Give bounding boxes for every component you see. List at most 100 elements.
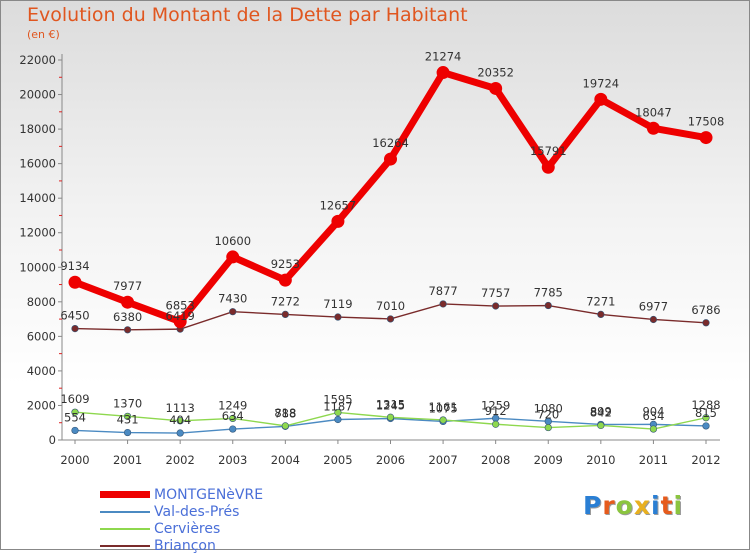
data-point bbox=[71, 426, 79, 435]
data-label: 788 bbox=[274, 406, 296, 420]
chart-title: Evolution du Montant de la Dette par Hab… bbox=[27, 4, 468, 26]
legend-swatch bbox=[100, 510, 150, 513]
data-label: 19724 bbox=[583, 76, 620, 90]
data-point bbox=[229, 308, 237, 316]
y-tick-label: 4000 bbox=[27, 364, 56, 378]
data-label: 7757 bbox=[481, 286, 510, 300]
data-point bbox=[492, 420, 500, 428]
data-point bbox=[439, 300, 447, 308]
data-point bbox=[68, 275, 82, 289]
data-point bbox=[229, 414, 237, 423]
chart-subtitle: (en €) bbox=[27, 28, 60, 41]
data-label: 1075 bbox=[428, 401, 457, 415]
y-tick-label: 0 bbox=[49, 433, 56, 447]
x-tick-label: 2009 bbox=[534, 453, 563, 467]
data-point bbox=[334, 415, 342, 424]
data-label: 904 bbox=[642, 404, 664, 418]
data-label: 15791 bbox=[530, 144, 567, 158]
x-tick-label: 2007 bbox=[428, 453, 457, 467]
y-tick-label: 12000 bbox=[19, 226, 56, 240]
logo-letter: t bbox=[660, 491, 674, 520]
data-point bbox=[334, 313, 342, 321]
data-point bbox=[176, 429, 184, 437]
legend-label: Cervières bbox=[154, 520, 221, 537]
y-tick-label: 18000 bbox=[19, 122, 56, 136]
data-point bbox=[281, 422, 289, 430]
data-label: 6977 bbox=[639, 299, 668, 313]
legend-swatch bbox=[100, 527, 150, 530]
data-point bbox=[544, 301, 552, 310]
data-point bbox=[71, 324, 79, 333]
data-label: 1187 bbox=[323, 399, 352, 413]
data-point bbox=[121, 295, 135, 309]
y-tick-label: 10000 bbox=[19, 260, 56, 274]
data-point bbox=[123, 412, 132, 420]
data-label: 1259 bbox=[481, 398, 510, 412]
data-point bbox=[649, 425, 658, 433]
x-tick-label: 2006 bbox=[376, 453, 405, 467]
data-label: 1595 bbox=[323, 392, 352, 406]
data-point bbox=[71, 408, 79, 416]
data-label: 17508 bbox=[688, 115, 725, 129]
x-tick-label: 2000 bbox=[60, 453, 89, 467]
logo-letter: r bbox=[602, 491, 616, 520]
data-point bbox=[594, 92, 608, 106]
data-point bbox=[489, 81, 503, 95]
data-point bbox=[123, 326, 132, 334]
data-label: 7119 bbox=[323, 297, 352, 311]
data-label: 7271 bbox=[586, 294, 615, 308]
data-label: 7272 bbox=[271, 294, 300, 308]
data-label: 818 bbox=[274, 406, 296, 420]
x-tick-label: 2012 bbox=[691, 453, 720, 467]
legend-label: Val-des-Prés bbox=[154, 503, 240, 520]
y-tick-label: 2000 bbox=[27, 398, 56, 412]
data-label: 634 bbox=[642, 409, 664, 423]
data-label: 6419 bbox=[166, 309, 195, 323]
x-tick-label: 2005 bbox=[323, 453, 352, 467]
data-label: 1249 bbox=[218, 398, 247, 412]
data-point bbox=[649, 315, 658, 324]
data-point bbox=[597, 310, 605, 319]
legend-item: Val-des-Prés bbox=[100, 503, 263, 520]
data-label: 9134 bbox=[60, 259, 89, 273]
data-label: 7785 bbox=[534, 286, 563, 300]
legend-swatch bbox=[100, 544, 150, 547]
data-label: 1113 bbox=[166, 401, 195, 415]
x-tick-label: 2008 bbox=[481, 453, 510, 467]
y-tick-label: 6000 bbox=[27, 329, 56, 343]
y-tick-label: 20000 bbox=[19, 88, 56, 102]
data-label: 7430 bbox=[218, 292, 247, 306]
chart-axes: 0 2000 4000 6000 8000 10000 12000 14000 16000 180… bbox=[19, 53, 720, 467]
data-label: 842 bbox=[590, 405, 612, 419]
data-label: 7977 bbox=[113, 279, 142, 293]
data-label: 554 bbox=[64, 410, 86, 424]
data-label: 20352 bbox=[477, 65, 514, 79]
data-label: 1161 bbox=[428, 400, 457, 414]
data-label: 899 bbox=[590, 404, 612, 418]
data-point bbox=[173, 315, 187, 329]
x-tick-label: 2010 bbox=[586, 453, 615, 467]
chart-series bbox=[68, 66, 713, 437]
data-label: 1288 bbox=[691, 398, 720, 412]
data-label: 1315 bbox=[376, 397, 405, 411]
data-point bbox=[646, 121, 660, 135]
data-point bbox=[334, 408, 342, 417]
data-label: 1080 bbox=[534, 401, 563, 415]
x-tick-label: 2003 bbox=[218, 453, 247, 467]
data-point bbox=[597, 421, 605, 430]
data-label: 7877 bbox=[428, 284, 457, 298]
data-label: 7010 bbox=[376, 299, 405, 313]
data-point bbox=[278, 273, 292, 287]
data-point bbox=[386, 413, 395, 421]
data-label: 6380 bbox=[113, 310, 142, 324]
proxiti-logo: Proxiti bbox=[583, 491, 683, 520]
x-tick-label: 2001 bbox=[113, 453, 142, 467]
data-label: 10600 bbox=[214, 234, 251, 248]
x-tick-label: 2004 bbox=[271, 453, 300, 467]
data-label: 6853 bbox=[166, 299, 195, 313]
data-point bbox=[436, 66, 450, 80]
legend-item: Cervières bbox=[100, 520, 263, 537]
legend-label: Briançon bbox=[154, 537, 216, 554]
data-point bbox=[226, 250, 240, 264]
